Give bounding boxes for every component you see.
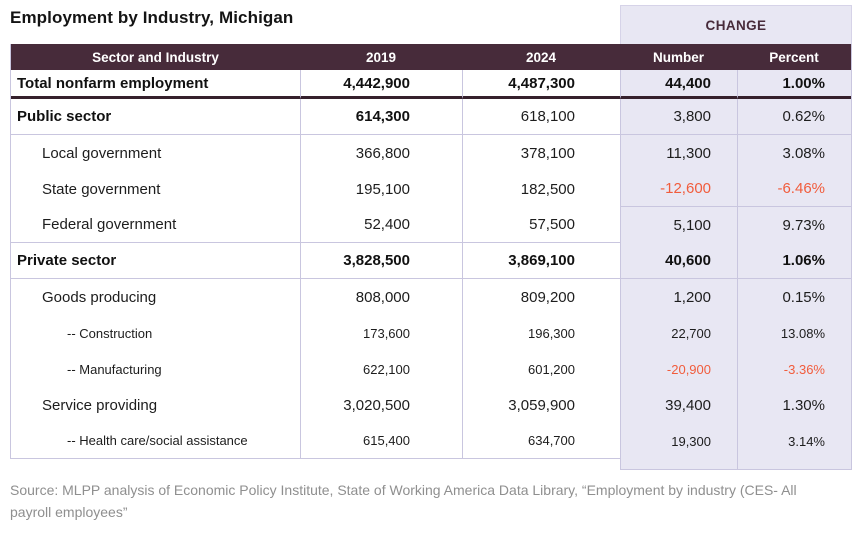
column-divider — [737, 459, 738, 469]
table-row: Federal government 52,400 57,500 5,100 9.73% — [11, 207, 851, 243]
cell-2024: 57,500 — [462, 207, 620, 243]
change-group-label: CHANGE — [705, 17, 767, 33]
table-body: Total nonfarm employment 4,442,900 4,487,3… — [11, 70, 851, 459]
column-header-number: Number — [652, 49, 704, 65]
row-label: Service providing — [42, 396, 158, 414]
cell-change-percent: 9.73% — [737, 207, 851, 243]
row-label: Total nonfarm employment — [11, 70, 300, 99]
cell-2019: 3,828,500 — [300, 243, 462, 279]
cell-2024: 3,869,100 — [462, 243, 620, 279]
cell-2024: 378,100 — [462, 135, 620, 171]
cell-change-percent: 3.08% — [737, 135, 851, 171]
cell-change-number: 3,800 — [620, 99, 737, 135]
cell-change-number: 19,300 — [620, 423, 737, 459]
table-row: Service providing 3,020,500 3,059,900 39,40… — [11, 387, 851, 423]
table-header-row: Sector and Industry 2019 2024 Number Percent — [11, 44, 851, 70]
cell-change-number: 40,600 — [620, 243, 737, 279]
cell-2019: 622,100 — [300, 351, 462, 387]
column-header-2024: 2024 — [525, 49, 557, 65]
table-row: Private sector 3,828,500 3,869,100 40,600 1.… — [11, 243, 851, 279]
cell-2019: 614,300 — [300, 99, 462, 135]
cell-2024: 618,100 — [462, 99, 620, 135]
cell-change-percent: 1.30% — [737, 387, 851, 423]
cell-change-number: 11,300 — [620, 135, 737, 171]
cell-2019: 3,020,500 — [300, 387, 462, 423]
cell-2024: 4,487,300 — [462, 70, 620, 99]
row-label: -- Health care/social assistance — [11, 423, 300, 459]
cell-2019: 173,600 — [300, 315, 462, 351]
cell-change-percent: 0.15% — [737, 279, 851, 315]
cell-change-number: -20,900 — [620, 351, 737, 387]
row-label: Local government — [42, 144, 162, 162]
change-band-footer — [620, 459, 852, 470]
cell-change-number: 5,100 — [620, 207, 737, 243]
cell-2024: 3,059,900 — [462, 387, 620, 423]
table-row: Public sector 614,300 618,100 3,800 0.62% — [11, 99, 851, 135]
cell-change-percent: 0.62% — [737, 99, 851, 135]
cell-change-percent: -3.36% — [737, 351, 851, 387]
column-header-sector: Sector and Industry — [92, 49, 219, 65]
cell-change-number: 1,200 — [620, 279, 737, 315]
cell-change-percent: 13.08% — [737, 315, 851, 351]
table-row: -- Health care/social assistance 615,400 6… — [11, 423, 851, 459]
cell-2019: 615,400 — [300, 423, 462, 459]
cell-2019: 195,100 — [300, 171, 462, 207]
cell-2019: 808,000 — [300, 279, 462, 315]
cell-2019: 52,400 — [300, 207, 462, 243]
cell-change-percent: 1.06% — [737, 243, 851, 279]
table-row: -- Manufacturing 622,100 601,200 -20,900 -3.… — [11, 351, 851, 387]
column-header-2019: 2019 — [365, 49, 397, 65]
cell-2019: 4,442,900 — [300, 70, 462, 99]
cell-change-percent: 1.00% — [737, 70, 851, 99]
table-row: State government 195,100 182,500 -12,600 -6.… — [11, 171, 851, 207]
cell-2024: 196,300 — [462, 315, 620, 351]
column-header-percent: Percent — [769, 49, 819, 65]
change-group-header: CHANGE — [620, 5, 852, 44]
cell-2024: 601,200 — [462, 351, 620, 387]
row-label: Goods producing — [42, 288, 157, 306]
cell-change-percent: 3.14% — [737, 423, 851, 459]
cell-change-percent: -6.46% — [737, 171, 851, 207]
row-label: -- Manufacturing — [67, 361, 162, 377]
cell-2024: 634,700 — [462, 423, 620, 459]
cell-change-number: -12,600 — [620, 171, 737, 207]
cell-2024: 182,500 — [462, 171, 620, 207]
cell-change-number: 22,700 — [620, 315, 737, 351]
row-label: Federal government — [11, 207, 300, 243]
source-note: Source: MLPP analysis of Economic Policy… — [10, 482, 797, 520]
cell-change-number: 39,400 — [620, 387, 737, 423]
row-label: Private sector — [11, 243, 300, 279]
table-row: Goods producing 808,000 809,200 1,200 0.15% — [11, 279, 851, 315]
row-label: State government — [42, 180, 161, 198]
cell-2024: 809,200 — [462, 279, 620, 315]
table-row: Local government 366,800 378,100 11,300 3.08… — [11, 135, 851, 171]
row-label: -- Construction — [67, 325, 153, 341]
page-title: Employment by Industry, Michigan — [10, 8, 294, 27]
employment-table: Sector and Industry 2019 2024 Number Percent… — [10, 44, 852, 459]
row-label: Public sector — [11, 99, 300, 135]
cell-2019: 366,800 — [300, 135, 462, 171]
cell-change-number: 44,400 — [620, 70, 737, 99]
table-row: -- Construction 173,600 196,300 22,700 13.08… — [11, 315, 851, 351]
table-row: Total nonfarm employment 4,442,900 4,487,3… — [11, 70, 851, 99]
